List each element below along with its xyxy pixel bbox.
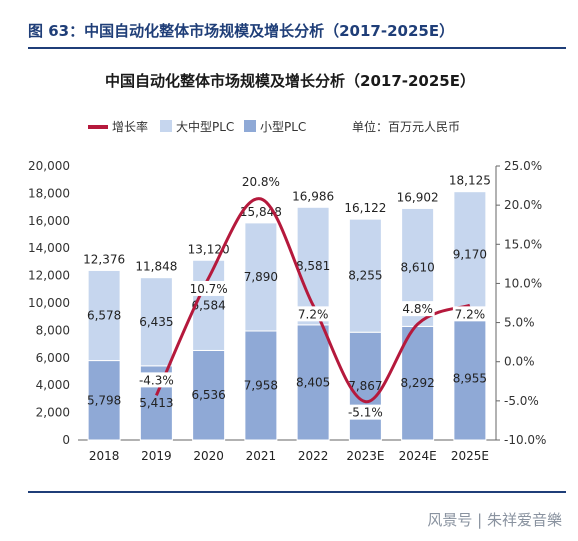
growth-label-bg [240, 173, 282, 189]
bar-small-plc-label: 8,292 [400, 376, 434, 390]
bar-total-label: 16,902 [397, 190, 439, 204]
bar-small-plc-label: 5,798 [87, 393, 121, 407]
y-left-tick-label: 0 [62, 433, 70, 447]
unit-label: 单位：百万元人民币 [352, 119, 460, 134]
bar-small-plc-label: 6,536 [191, 388, 225, 402]
x-tick-label: 2025E [451, 449, 489, 463]
legend-swatch-large-plc [160, 120, 172, 132]
bar-total-label: 12,376 [83, 252, 125, 266]
bar-large-plc [244, 222, 278, 332]
bar-large-plc-label: 6,578 [87, 309, 121, 323]
bar-small-plc [192, 349, 226, 441]
bar-large-plc-label: 6,584 [191, 298, 225, 312]
x-tick-label: 2018 [89, 449, 120, 463]
growth-rate-label: 7.2% [455, 307, 486, 321]
caption-divider [28, 47, 566, 49]
bar-large-plc [453, 191, 487, 318]
legend-label-small-plc: 小型PLC [260, 120, 306, 134]
growth-label-bg [452, 306, 487, 322]
bar-small-plc [401, 325, 435, 441]
growth-rate-label: 4.8% [402, 302, 433, 316]
bar-large-plc-label: 8,581 [296, 259, 330, 273]
bar-large-plc-label: 6,435 [139, 315, 173, 329]
x-tick-label: 2019 [141, 449, 172, 463]
bar-total-label: 13,120 [188, 242, 230, 256]
bar-total-label: 11,848 [135, 260, 177, 274]
growth-label-bg [135, 372, 177, 388]
bar-large-plc-label: 8,610 [400, 260, 434, 274]
y-left-tick-label: 20,000 [28, 159, 70, 173]
bottom-divider [28, 491, 566, 493]
growth-rate-label: -5.1% [348, 406, 383, 420]
x-tick-label: 2022 [298, 449, 329, 463]
y-right-tick-label: 0.0% [504, 355, 535, 369]
bar-total-label: 18,125 [449, 174, 491, 188]
y-left-tick-label: 12,000 [28, 269, 70, 283]
x-tick-label: 2021 [246, 449, 277, 463]
watermark: 风景号 | 朱祥爱音樂 [427, 511, 562, 529]
bar-total-label: 16,986 [292, 189, 334, 203]
y-right-tick-label: 25.0% [504, 159, 542, 173]
bar-large-plc [87, 269, 121, 362]
growth-rate-label: -4.3% [139, 373, 174, 387]
bar-small-plc [296, 324, 330, 441]
x-tick-label: 2023E [346, 449, 384, 463]
growth-label-bg [400, 301, 435, 317]
y-right-tick-label: 5.0% [504, 316, 535, 330]
bar-large-plc [139, 277, 173, 367]
bar-large-plc-label: 7,890 [244, 270, 278, 284]
chart-title: 中国自动化整体市场规模及增长分析（2017-2025E） [105, 72, 475, 90]
bar-small-plc [87, 360, 121, 441]
y-right-tick-label: 20.0% [504, 198, 542, 212]
y-left-tick-label: 4,000 [36, 378, 70, 392]
growth-rate-label: 10.7% [190, 282, 228, 296]
growth-label-bg [344, 404, 386, 420]
y-left-tick-label: 8,000 [36, 323, 70, 337]
figure-caption: 图 63：中国自动化整体市场规模及增长分析（2017-2025E） [28, 22, 455, 40]
x-tick-label: 2024E [399, 449, 437, 463]
y-left-tick-label: 16,000 [28, 214, 70, 228]
bar-large-plc [192, 259, 226, 351]
bar-large-plc-label: 9,170 [453, 248, 487, 262]
bar-small-plc [244, 330, 278, 441]
legend-label-large-plc: 大中型PLC [176, 119, 234, 134]
legend-label-growth: 增长率 [112, 119, 148, 134]
bar-large-plc [348, 218, 382, 333]
y-right-tick-label: 10.0% [504, 276, 542, 290]
y-left-tick-label: 2,000 [36, 406, 70, 420]
y-right-tick-label: 15.0% [504, 237, 542, 251]
bar-small-plc-label: 8,955 [453, 372, 487, 386]
growth-label-bg [188, 280, 230, 296]
legend-swatch-small-plc [244, 120, 256, 132]
y-left-tick-label: 10,000 [28, 296, 70, 310]
bar-small-plc-label: 7,958 [244, 378, 278, 392]
x-tick-label: 2020 [193, 449, 224, 463]
bar-small-plc-label: 7,867 [348, 379, 382, 393]
y-left-tick-label: 6,000 [36, 351, 70, 365]
y-left-tick-label: 18,000 [28, 186, 70, 200]
bar-small-plc-label: 5,413 [139, 396, 173, 410]
growth-label-bg [296, 306, 331, 322]
growth-rate-label: 7.2% [298, 307, 329, 321]
bar-small-plc-label: 8,405 [296, 375, 330, 389]
growth-rate-label: 20.8% [242, 175, 280, 189]
bar-large-plc-label: 8,255 [348, 269, 382, 283]
y-left-tick-label: 14,000 [28, 241, 70, 255]
y-right-tick-label: -10.0% [504, 433, 546, 447]
bar-total-label: 16,122 [344, 201, 386, 215]
y-right-tick-label: -5.0% [504, 394, 539, 408]
growth-rate-line [155, 197, 471, 404]
